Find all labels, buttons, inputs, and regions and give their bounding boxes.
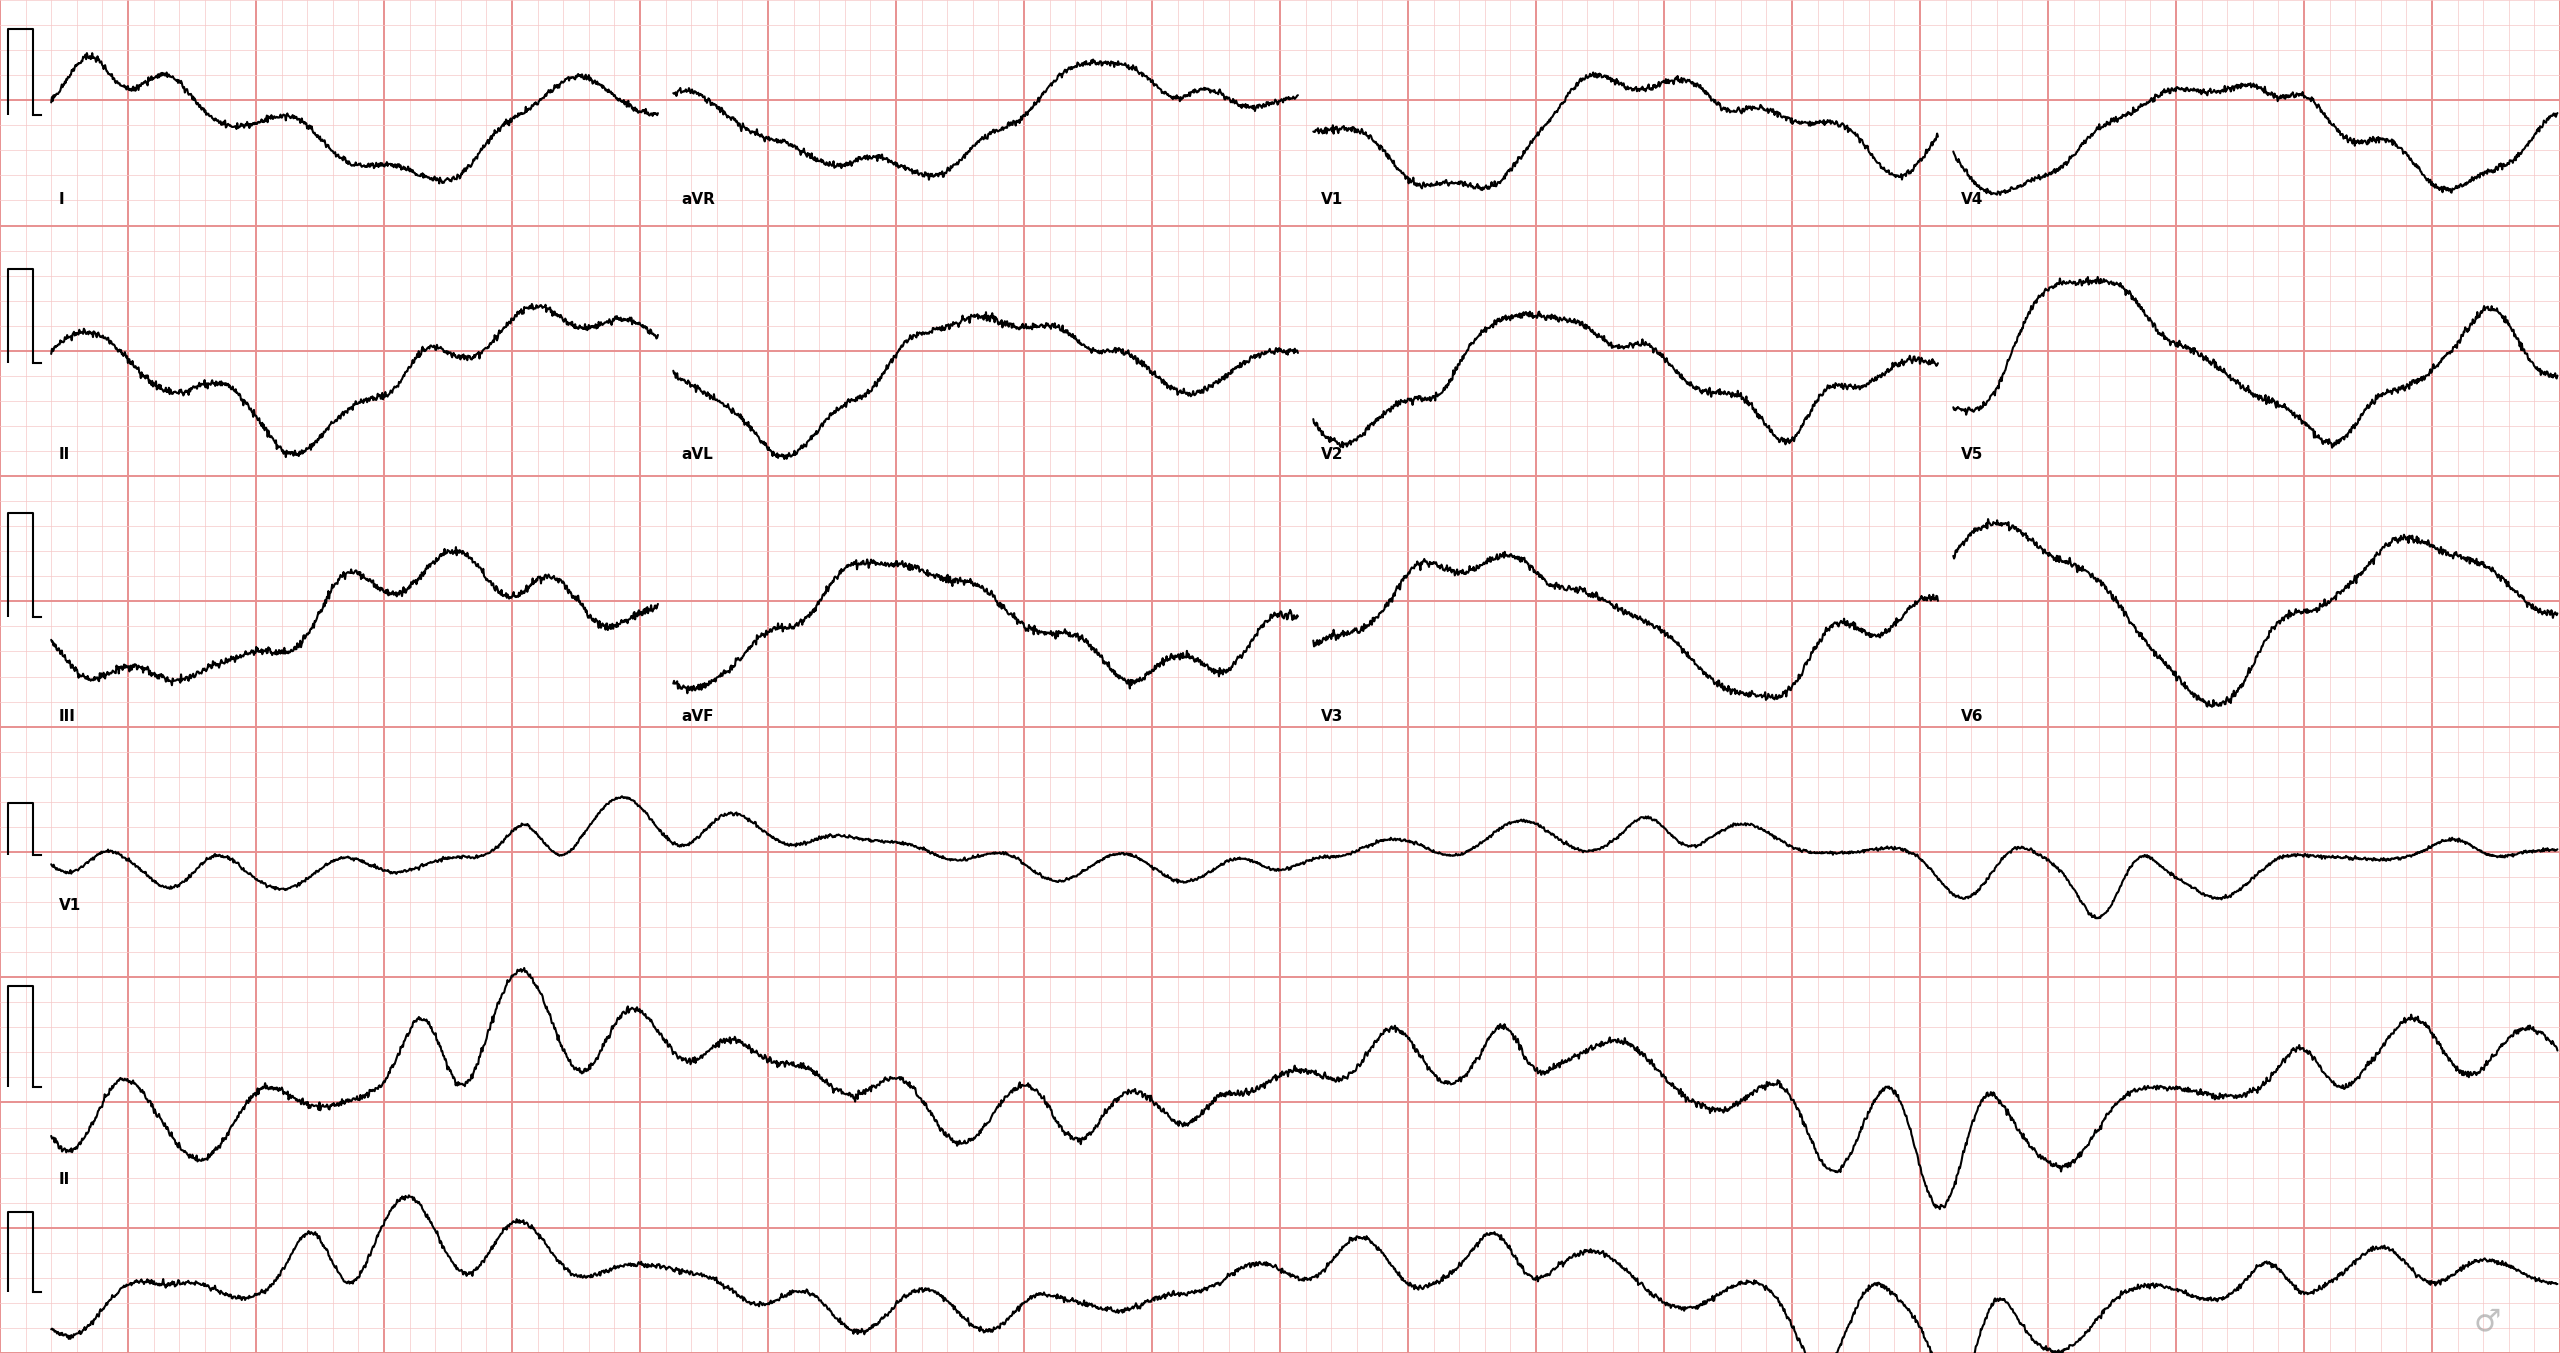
Text: V4: V4 <box>1961 192 1984 207</box>
Text: ♂: ♂ <box>2473 1308 2501 1337</box>
Text: V1: V1 <box>1321 192 1344 207</box>
Text: aVL: aVL <box>681 448 712 463</box>
Text: V6: V6 <box>1961 709 1984 724</box>
Text: aVF: aVF <box>681 709 714 724</box>
Text: V5: V5 <box>1961 448 1984 463</box>
Text: II: II <box>59 448 69 463</box>
Text: V1: V1 <box>59 898 82 913</box>
Text: II: II <box>59 1172 69 1187</box>
Text: I: I <box>59 192 64 207</box>
Text: V2: V2 <box>1321 448 1344 463</box>
Text: III: III <box>59 709 77 724</box>
Text: aVR: aVR <box>681 192 714 207</box>
Text: V3: V3 <box>1321 709 1344 724</box>
